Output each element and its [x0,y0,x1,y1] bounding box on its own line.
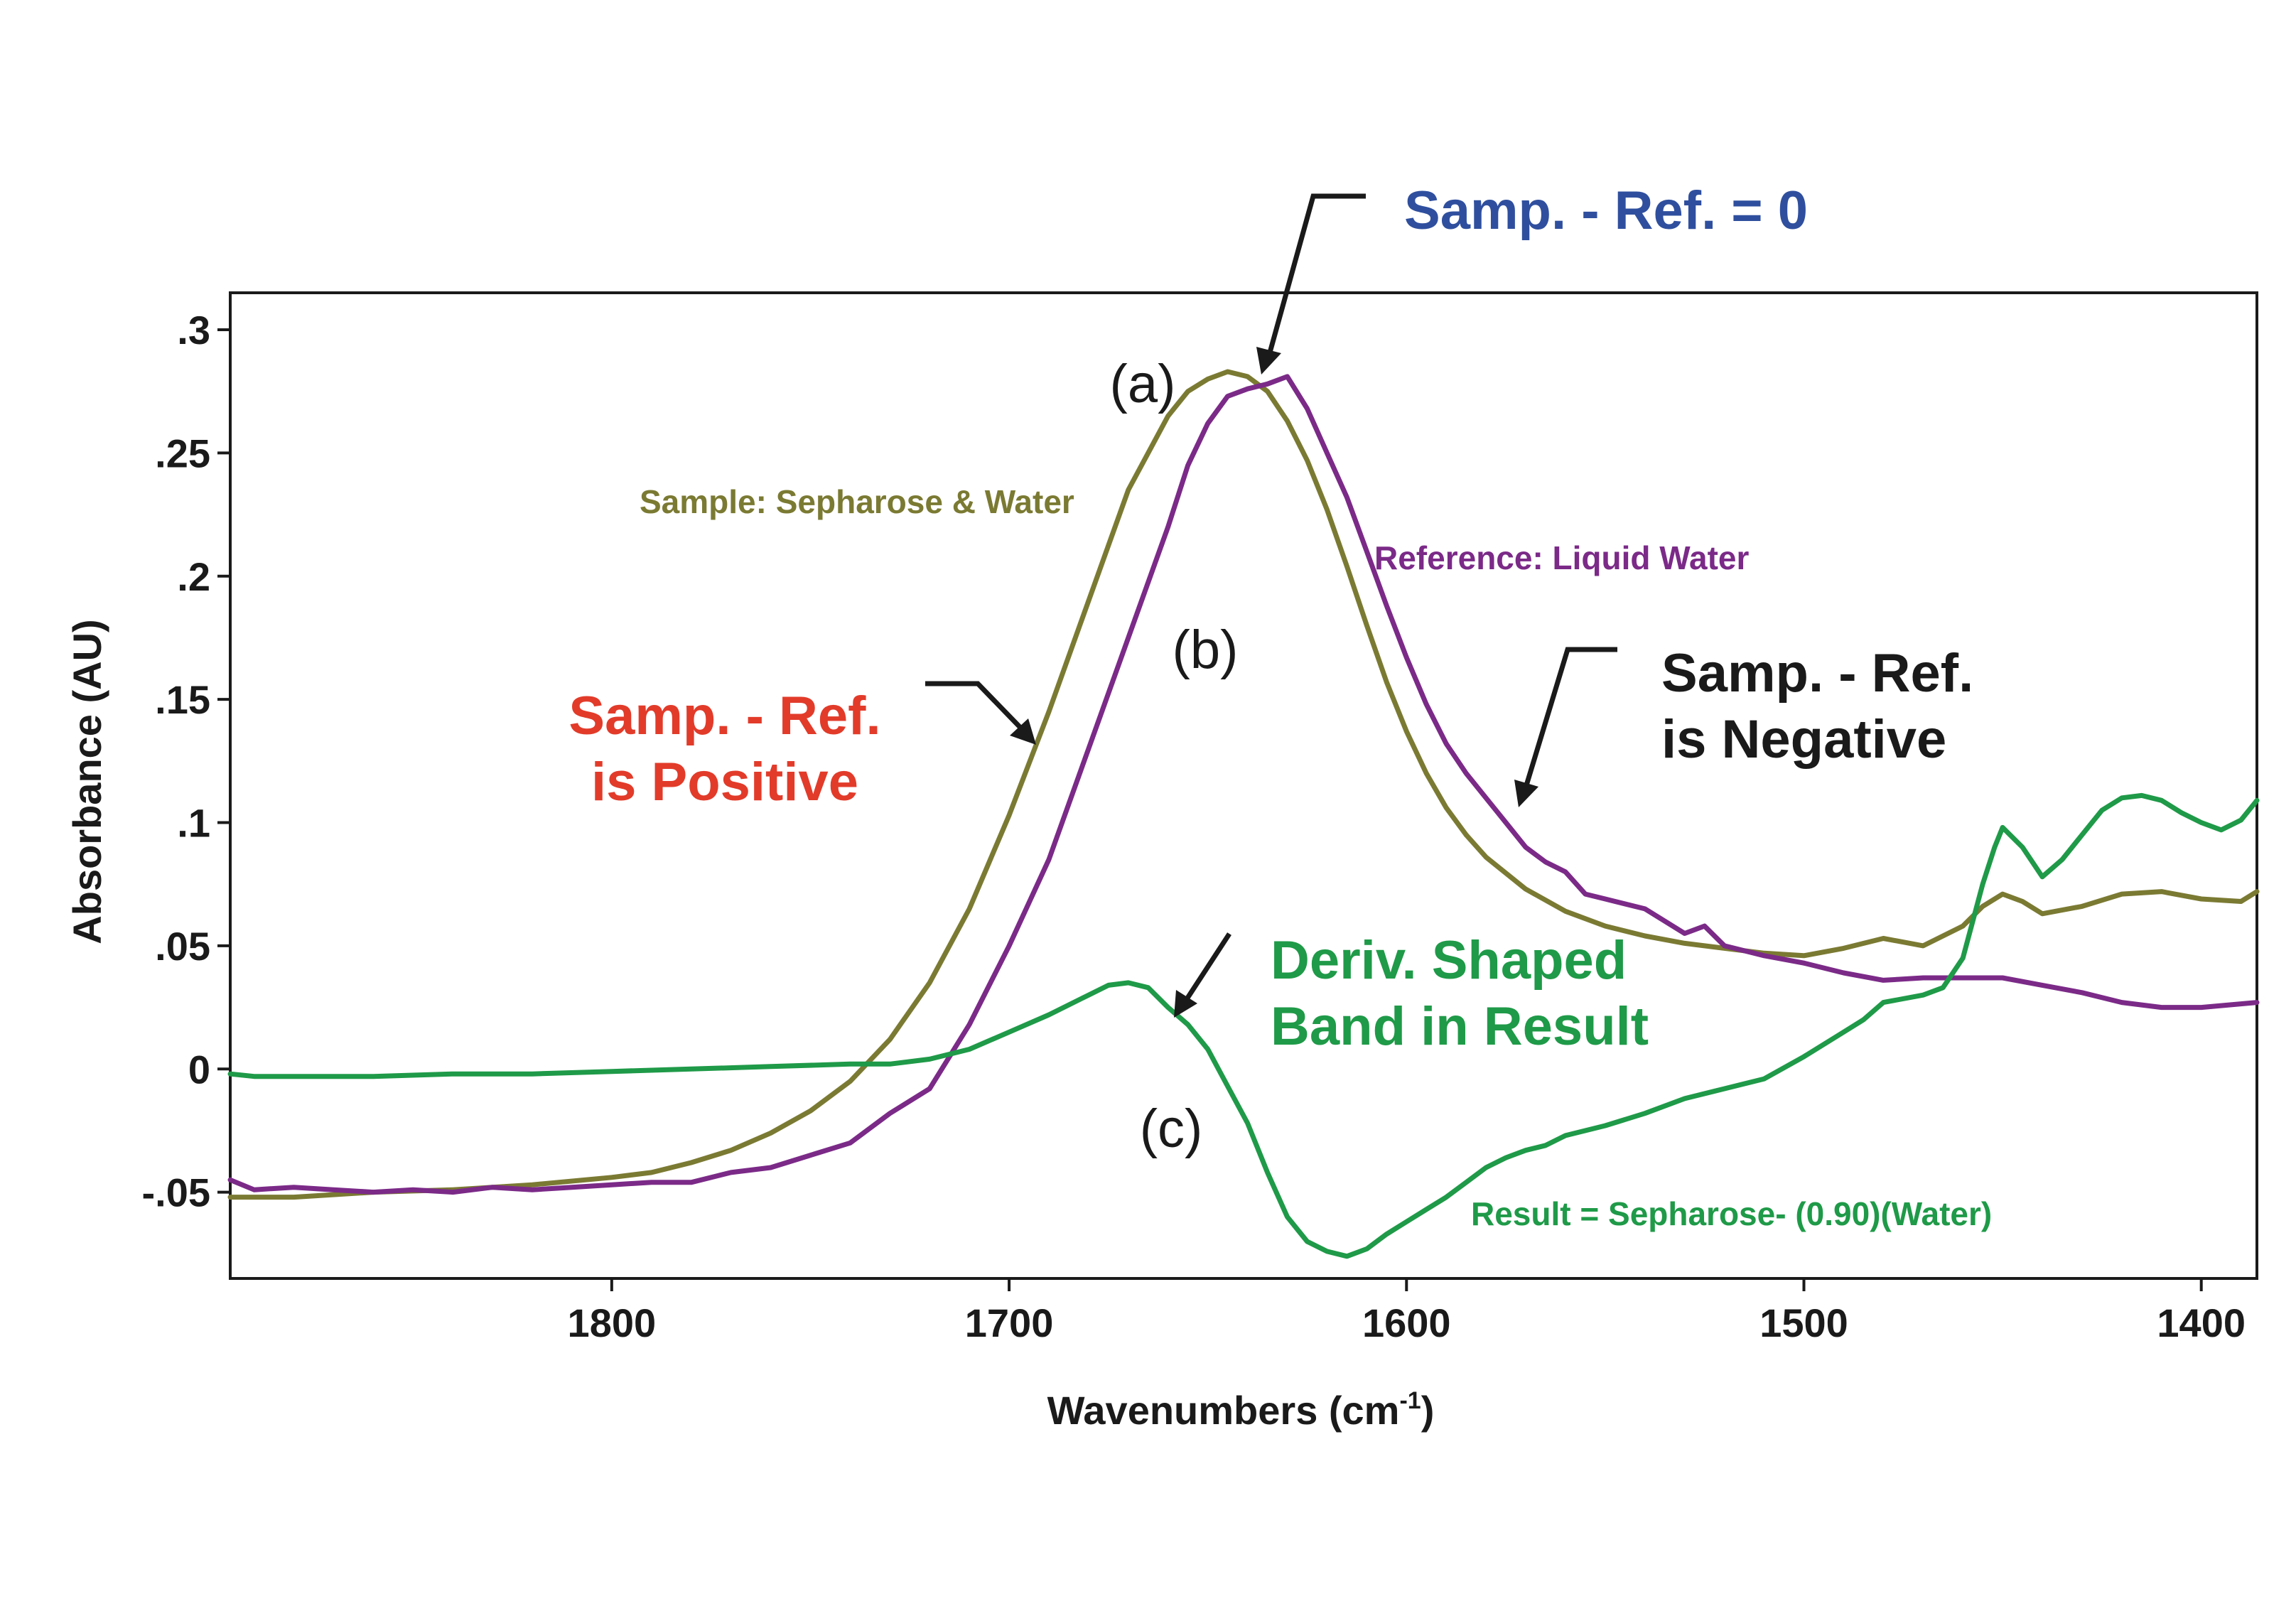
zero-note-arrowhead [1256,347,1281,375]
y-tick-label: .15 [155,677,210,722]
letter-a: (a) [1110,354,1176,414]
negative-note-arrow [1524,647,1617,787]
negative-note-arrowhead [1514,780,1538,807]
x-axis: 1800 1700 1600 1500 1400 [568,1278,2246,1345]
series-line-reference [227,374,2260,1195]
letter-c: (c) [1140,1099,1203,1159]
y-tick-label: .1 [177,801,210,846]
letter-b: (b) [1173,620,1239,680]
x-tick-label: 1800 [568,1300,657,1345]
y-tick-label: 0 [188,1047,210,1092]
x-tick-label: 1700 [965,1300,1054,1345]
x-axis-title-end: ) [1421,1388,1435,1433]
y-axis-title: Absorbance (AU) [65,619,109,944]
series-layer [227,369,2260,1259]
negative-note-line1: Samp. - Ref. [1661,643,1973,704]
deriv-note-line1: Deriv. Shaped [1271,930,1627,991]
annotation-arrows [925,193,1617,1018]
y-axis: .3 .25 .2 .15 .1 .05 0 -.05 [142,308,230,1215]
positive-note-line1: Samp. - Ref. [568,686,880,746]
y-tick-label: .05 [155,924,210,969]
y-tick-label: -.05 [142,1170,211,1215]
y-tick-label: .3 [177,308,210,352]
x-axis-title-main: Wavenumbers (cm [1047,1388,1400,1433]
positive-note-arrowhead [1010,718,1036,745]
sample-label: Sample: Sepharose & Water [640,483,1074,520]
y-tick-label: .25 [155,431,210,475]
x-tick-label: 1400 [2157,1300,2246,1345]
x-axis-title-superscript: -1 [1399,1387,1421,1414]
deriv-note-arrow [1185,932,1231,1001]
deriv-note-arrowhead [1174,990,1197,1018]
plot-frame [229,291,2258,1280]
x-tick-label: 1600 [1362,1300,1451,1345]
x-axis-title: Wavenumbers (cm-1) [1047,1387,1435,1433]
zero-note: Samp. - Ref. = 0 [1404,181,1808,241]
zero-note-arrow [1267,193,1366,353]
series-line-result [227,792,2260,1259]
y-tick-label: .2 [177,554,210,599]
positive-note-arrow [925,681,1025,733]
x-tick-label: 1500 [1759,1300,1848,1345]
result-label: Result = Sepharose- (0.90)(Water) [1471,1195,1992,1232]
reference-label: Reference: Liquid Water [1374,539,1749,576]
deriv-note-line2: Band in Result [1271,996,1649,1057]
negative-note-line2: is Negative [1661,709,1946,770]
positive-note-line2: is Positive [591,752,858,812]
